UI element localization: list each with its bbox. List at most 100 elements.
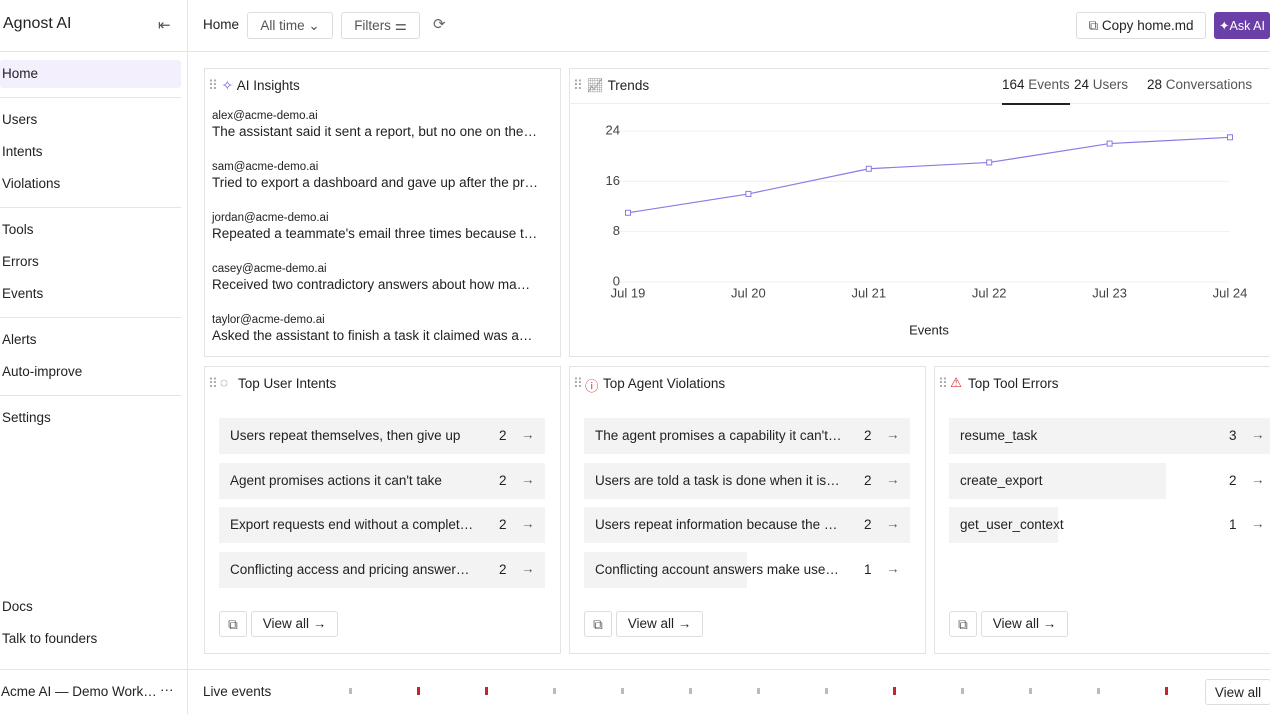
row-label: resume_task: [960, 428, 1038, 443]
row-arrow: →: [1251, 427, 1265, 442]
x-tick-label: Jul 20: [731, 285, 766, 300]
nav-item[interactable]: Talk to founders: [2, 631, 98, 646]
row-count: 2: [864, 472, 872, 488]
nav-item[interactable]: Settings: [2, 410, 51, 425]
view-all[interactable]: View all →: [616, 611, 703, 637]
row-label: Users repeat information because the …: [595, 517, 838, 533]
copy-button[interactable]: ⧉ Copy home.md: [1076, 12, 1206, 39]
nav-item[interactable]: Intents: [2, 144, 43, 159]
list-row[interactable]: Export requests end without a complet… 2 →: [219, 507, 545, 544]
row-count: 2: [864, 428, 872, 443]
row-label: Conflicting account answers make use…: [595, 562, 839, 578]
nav-item[interactable]: Violations: [2, 176, 61, 191]
copy-label: Copy home.md: [1101, 18, 1194, 33]
refresh-icon[interactable]: ⟳: [433, 16, 446, 33]
list-row[interactable]: Users repeat information because the … 2 →: [584, 507, 910, 544]
nav-item[interactable]: Users: [2, 112, 38, 127]
nav-item[interactable]: Errors: [2, 254, 39, 269]
row-arrow: →: [886, 471, 900, 487]
list-row[interactable]: Agent promises actions it can't take 2 →: [219, 462, 545, 499]
workspace[interactable]: Acme AI — Demo Work…: [1, 684, 157, 699]
live-label: Live events: [203, 684, 272, 699]
row-arrow: →: [1251, 471, 1265, 487]
y-tick-label: 24: [606, 122, 620, 137]
list-row[interactable]: Users repeat themselves, then give up 2 →: [219, 418, 545, 454]
list-row[interactable]: create_export 2 →: [949, 462, 1270, 499]
workspace-menu[interactable]: ···: [160, 682, 174, 697]
insight-text[interactable]: The assistant said it sent a report, but…: [212, 124, 537, 139]
copy-icon[interactable]: ⧉: [949, 611, 977, 637]
row-label: Agent promises actions it can't take: [230, 472, 442, 488]
live-view-all[interactable]: View all: [1205, 679, 1270, 705]
row-label: The agent promises a capability it can't…: [595, 428, 842, 443]
list-row[interactable]: get_user_context 1 →: [949, 507, 1270, 544]
insight-email[interactable]: jordan@acme-demo.ai: [212, 212, 329, 224]
nav-separator: [0, 97, 181, 98]
tab-count: 164: [1002, 77, 1025, 92]
panel-icon: ◌: [220, 375, 229, 390]
panel-title: Top User Intents: [238, 376, 337, 391]
tab-count: 28: [1147, 77, 1163, 92]
trend-point: [986, 159, 993, 166]
insights-title-text: AI Insights: [236, 78, 300, 93]
copy-icon[interactable]: ⧉: [584, 611, 612, 637]
insight-email[interactable]: sam@acme-demo.ai: [212, 161, 319, 173]
footer-border: [0, 669, 1270, 670]
insight-email[interactable]: alex@acme-demo.ai: [212, 110, 318, 122]
range-select[interactable]: All time ⌄: [247, 12, 333, 39]
row-count: 2: [499, 428, 507, 443]
list-row[interactable]: Conflicting access and pricing answer… 2 →: [219, 552, 545, 589]
nav-item[interactable]: Auto-improve: [2, 364, 83, 379]
row-arrow: →: [886, 561, 900, 577]
row-label: get_user_context: [960, 517, 1064, 533]
row-arrow: →: [886, 427, 900, 442]
row-count: 1: [1229, 517, 1237, 533]
tab-label: Users: [1092, 77, 1129, 92]
insight-text[interactable]: Repeated a teammate's email three times …: [212, 226, 538, 241]
row-count: 2: [1229, 472, 1237, 488]
filters-button[interactable]: Filters ⚌: [341, 12, 420, 39]
x-tick-label: Jul 22: [972, 285, 1007, 300]
view-all-label: View all: [262, 616, 309, 631]
trend-tab[interactable]: 28 Conversations: [1147, 77, 1252, 103]
list-row[interactable]: The agent promises a capability it can't…: [584, 418, 910, 454]
ask-button[interactable]: ✦ Ask AI: [1214, 12, 1270, 39]
collapse-icon[interactable]: ⇤: [158, 17, 171, 34]
list-row[interactable]: Users are told a task is done when it is…: [584, 462, 910, 499]
row-arrow: →: [521, 427, 535, 442]
timeline-tick: [349, 688, 352, 694]
copy-icon[interactable]: ⧉: [219, 611, 247, 637]
insight-text[interactable]: Received two contradictory answers about…: [212, 277, 531, 292]
row-arrow: →: [521, 516, 535, 532]
nav-item[interactable]: Docs: [2, 599, 33, 614]
timeline-tick: [1165, 687, 1168, 695]
list-row[interactable]: resume_task 3 →: [949, 418, 1270, 454]
nav-item[interactable]: Events: [2, 286, 44, 301]
row-bar: [949, 462, 1167, 499]
timeline-tick: [689, 688, 692, 694]
view-all[interactable]: View all →: [981, 611, 1068, 637]
timeline-tick: [961, 688, 964, 694]
insight-email[interactable]: taylor@acme-demo.ai: [212, 314, 325, 326]
list-row[interactable]: Conflicting account answers make use… 1 →: [584, 552, 910, 589]
ask-label: Ask AI: [1229, 18, 1265, 33]
trend-tab[interactable]: 164 Events: [1002, 77, 1070, 105]
insight-text[interactable]: Tried to export a dashboard and gave up …: [212, 175, 538, 190]
x-tick-label: Jul 19: [611, 285, 646, 300]
row-count: 3: [1229, 428, 1237, 443]
insight-text[interactable]: Asked the assistant to finish a task it …: [212, 328, 533, 343]
row-count: 2: [499, 562, 507, 578]
panel-title: Top Tool Errors: [968, 376, 1059, 391]
view-all[interactable]: View all →: [251, 611, 338, 637]
insight-email[interactable]: casey@acme-demo.ai: [212, 263, 327, 275]
nav-item[interactable]: Alerts: [2, 332, 37, 347]
row-count: 2: [499, 472, 507, 488]
row-count: 2: [864, 517, 872, 533]
trend-point: [1106, 140, 1113, 147]
nav-item[interactable]: Tools: [2, 222, 34, 237]
panel-icon: ⚠: [950, 375, 963, 390]
nav-item[interactable]: Home: [2, 66, 39, 81]
row-arrow: →: [521, 561, 535, 577]
trend-tab[interactable]: 24 Users: [1074, 77, 1128, 103]
